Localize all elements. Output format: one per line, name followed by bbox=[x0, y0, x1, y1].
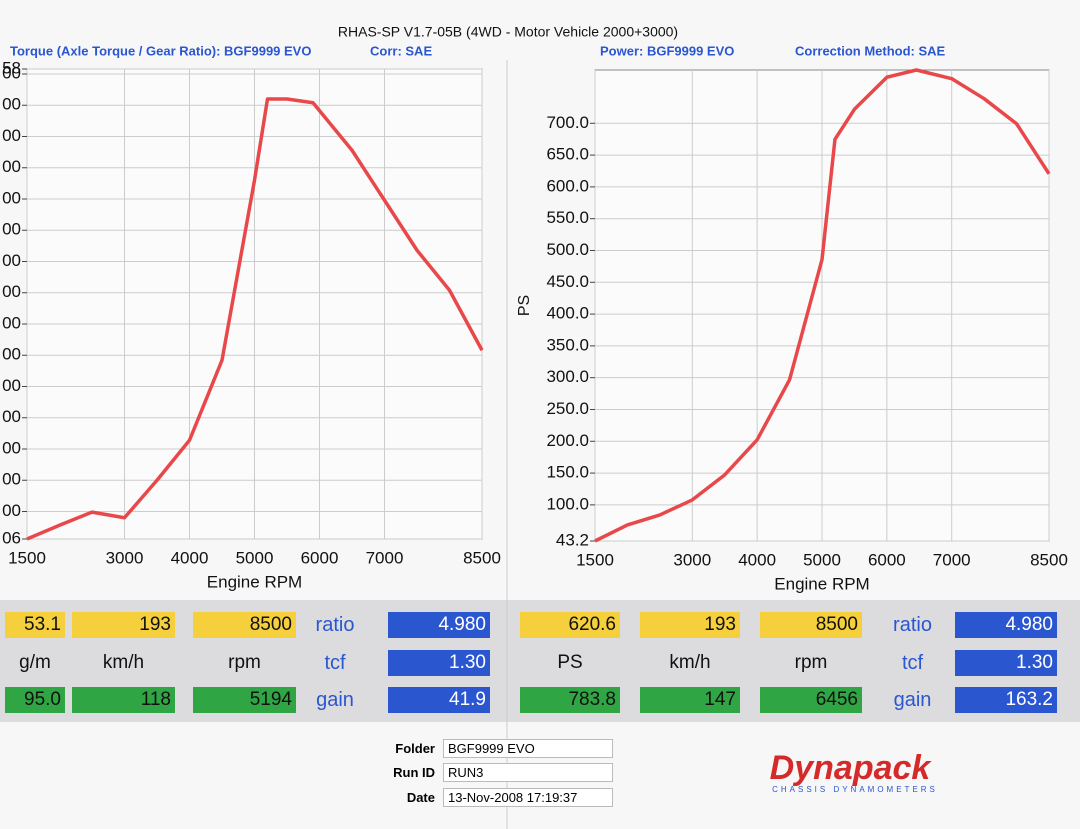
x-tick-label: 6000 bbox=[868, 550, 906, 569]
run: RUN3 bbox=[443, 763, 613, 782]
x-tick-label: 7000 bbox=[933, 550, 971, 569]
x-tick-label: 5000 bbox=[803, 550, 841, 569]
readout-cell: 41.9 bbox=[388, 687, 490, 713]
y-tick-label: 350.0 bbox=[546, 335, 589, 354]
y-tick-label: 00 bbox=[2, 188, 21, 207]
y-tick-label: 00 bbox=[2, 251, 21, 270]
y-tick-label: 00 bbox=[2, 282, 21, 301]
readout-cell: g/m bbox=[19, 652, 51, 673]
readout-cell: ratio bbox=[893, 614, 932, 636]
readout-cell: 6456 bbox=[760, 687, 862, 713]
chart-title: Torque (Axle Torque / Gear Ratio): BGF99… bbox=[10, 43, 311, 58]
y-tick-label: 200.0 bbox=[546, 431, 589, 450]
y-tick-label: 00 bbox=[2, 501, 21, 520]
y-tick-label: 00 bbox=[2, 345, 21, 364]
y-tick-label: 43.2 bbox=[556, 530, 589, 549]
x-tick-label: 3000 bbox=[673, 550, 711, 569]
y-tick-label: 100.0 bbox=[546, 494, 589, 513]
x-tick-label: 3000 bbox=[106, 548, 144, 567]
readout-cell: km/h bbox=[669, 652, 711, 673]
y-tick-label: 550.0 bbox=[546, 208, 589, 227]
readout-cell: 8500 bbox=[760, 612, 862, 638]
y-tick-label: 58 bbox=[2, 58, 21, 77]
chart-subtitle: Correction Method: SAE bbox=[795, 43, 946, 58]
y-tick-label: 150.0 bbox=[546, 463, 589, 482]
readout-cell: 95.0 bbox=[5, 687, 65, 713]
readout-cell: 5194 bbox=[193, 687, 296, 713]
readout-cell: gain bbox=[893, 689, 932, 711]
x-tick-label: 1500 bbox=[8, 548, 46, 567]
y-tick-label: 300.0 bbox=[546, 367, 589, 386]
readout-cell: 4.980 bbox=[955, 612, 1057, 638]
readout-cell: tcf bbox=[901, 652, 924, 674]
date: 13-Nov-2008 17:19:37 bbox=[443, 788, 613, 807]
y-tick-label: 400.0 bbox=[546, 304, 589, 323]
chart-subtitle: Corr: SAE bbox=[370, 43, 432, 58]
readout-cell: tcf bbox=[324, 652, 346, 674]
readout-cell: 620.6 bbox=[520, 612, 620, 638]
readout-cell: rpm bbox=[794, 652, 828, 673]
y-tick-label: 00 bbox=[2, 95, 21, 114]
folder: BGF9999 EVO bbox=[443, 739, 613, 758]
date-label: Date bbox=[406, 790, 435, 805]
readout-cell: 193 bbox=[640, 612, 740, 638]
y-tick-label: 700.0 bbox=[546, 113, 589, 132]
y-tick-label: 00 bbox=[2, 407, 21, 426]
readout-cell: 1.30 bbox=[388, 650, 490, 676]
y-tick-label: 00 bbox=[2, 157, 21, 176]
x-tick-label: 8500 bbox=[1030, 550, 1068, 569]
readout-cell: 1.30 bbox=[955, 650, 1057, 676]
y-tick-label: 00 bbox=[2, 63, 21, 82]
y-tick-label: 00 bbox=[2, 313, 21, 332]
readout-cell: km/h bbox=[102, 652, 145, 673]
readout-cell: 118 bbox=[72, 687, 175, 713]
readout-cell: 163.2 bbox=[955, 687, 1057, 713]
logo-sub: CHASSIS DYNAMOMETERS bbox=[772, 785, 938, 794]
readout-cell: ratio bbox=[315, 614, 355, 636]
y-axis-label: PS bbox=[516, 295, 533, 316]
header-title: RHAS-SP V1.7-05B (4WD - Motor Vehicle 20… bbox=[338, 24, 678, 40]
chart-title: Power: BGF9999 EVO bbox=[600, 43, 734, 58]
series-line bbox=[594, 68, 1051, 543]
y-tick-label: 00 bbox=[2, 220, 21, 239]
x-tick-label: 5000 bbox=[236, 548, 274, 567]
x-tick-label: 1500 bbox=[576, 550, 614, 569]
run-label: Run ID bbox=[393, 765, 435, 780]
folder-label: Folder bbox=[395, 741, 435, 756]
y-tick-label: 600.0 bbox=[546, 176, 589, 195]
y-tick-label: 00 bbox=[2, 470, 21, 489]
y-tick-label: 250.0 bbox=[546, 399, 589, 418]
readout-cell: 193 bbox=[72, 612, 175, 638]
readout-cell: gain bbox=[316, 689, 354, 711]
logo: Dynapack bbox=[770, 749, 933, 787]
x-tick-label: 4000 bbox=[171, 548, 209, 567]
readout-cell: 8500 bbox=[193, 612, 296, 638]
x-axis-label: Engine RPM bbox=[774, 574, 869, 593]
readout-cell: 53.1 bbox=[5, 612, 65, 638]
readout-cell: 4.980 bbox=[388, 612, 490, 638]
y-tick-label: 650.0 bbox=[546, 145, 589, 164]
y-tick-label: 450.0 bbox=[546, 272, 589, 291]
x-axis-label: Engine RPM bbox=[207, 572, 302, 591]
readout-cell: PS bbox=[557, 652, 583, 673]
y-tick-label: 06 bbox=[2, 528, 21, 547]
x-tick-label: 4000 bbox=[738, 550, 776, 569]
y-tick-label: 00 bbox=[2, 126, 21, 145]
y-tick-label: 00 bbox=[2, 376, 21, 395]
x-tick-label: 7000 bbox=[366, 548, 404, 567]
readout-cell: 147 bbox=[640, 687, 740, 713]
x-tick-label: 6000 bbox=[301, 548, 339, 567]
series-line bbox=[26, 97, 484, 541]
y-tick-label: 00 bbox=[2, 438, 21, 457]
readout-cell: 783.8 bbox=[520, 687, 620, 713]
x-tick-label: 8500 bbox=[463, 548, 501, 567]
readout-cell: rpm bbox=[228, 652, 261, 673]
y-tick-label: 500.0 bbox=[546, 240, 589, 259]
